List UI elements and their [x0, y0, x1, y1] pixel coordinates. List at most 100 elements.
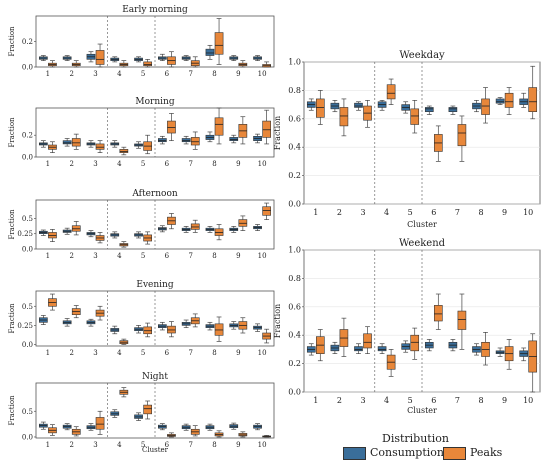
xtick-label-night-6: 6	[165, 441, 170, 449]
peaks-box-night-10	[262, 435, 271, 438]
box-body	[119, 149, 129, 153]
consumption-box-weekday-1	[306, 98, 316, 111]
ytick-label-evening-2: 0.5	[22, 303, 33, 311]
xtick-label-evening-4: 4	[117, 349, 122, 357]
xtick-label-afternoon-1: 1	[46, 252, 50, 260]
consumption-box-early-morning-4	[110, 56, 120, 63]
box-body	[481, 98, 490, 115]
consumption-box-evening-6	[158, 321, 167, 331]
peaks-box-weekend-6	[433, 293, 443, 330]
ytick-label-weekend-1: 0.2	[288, 359, 301, 368]
xtick-label-evening-9: 9	[236, 349, 240, 357]
legend: Distribution Consumption Peaks	[320, 432, 550, 467]
consumption-box-weekend-9	[495, 347, 505, 357]
xtick-label-morning-5: 5	[141, 160, 145, 168]
panel-title-morning: Morning	[135, 97, 174, 107]
consumption-box-weekday-7	[448, 105, 458, 115]
box-body	[190, 137, 200, 146]
xtick-label-afternoon-4: 4	[117, 252, 122, 260]
consumption-box-weekend-5	[401, 340, 410, 353]
panel-title-night: Night	[142, 372, 168, 382]
consumption-box-evening-9	[229, 321, 239, 330]
peaks-box-afternoon-6	[167, 213, 176, 230]
box-body	[95, 417, 105, 430]
peaks-box-evening-7	[190, 313, 200, 328]
xtick-label-morning-4: 4	[117, 160, 122, 168]
peaks-box-morning-2	[71, 133, 81, 150]
xtick-label-night-1: 1	[46, 441, 50, 449]
legend-swatch-peaks	[443, 447, 466, 460]
consumption-box-weekday-10	[519, 92, 529, 108]
consumption-box-night-4	[110, 409, 120, 418]
legend-label-consumption: Consumption	[370, 446, 444, 459]
ylabel-early-morning: Fraction	[8, 26, 16, 57]
xtick-label-weekend-5: 5	[408, 396, 413, 405]
peaks-box-night-1	[48, 424, 57, 436]
consumption-box-morning-10	[253, 133, 262, 144]
xtick-label-afternoon-5: 5	[141, 252, 145, 260]
xtick-label-night-2: 2	[69, 441, 73, 449]
panel-title-afternoon: Afternoon	[131, 189, 178, 199]
xtick-label-weekday-1: 1	[313, 208, 318, 217]
consumption-box-evening-3	[86, 318, 96, 327]
consumption-box-early-morning-10	[253, 55, 262, 61]
peaks-box-evening-6	[167, 321, 176, 338]
xtick-label-weekend-8: 8	[478, 396, 483, 405]
box-body	[143, 61, 152, 67]
consumption-box-afternoon-7	[181, 225, 191, 233]
box-body	[457, 124, 467, 147]
ytick-label-early-morning-0: 0.0	[22, 64, 33, 72]
box-body	[262, 206, 271, 216]
peaks-box-night-4	[119, 387, 129, 398]
legend-label-peaks: Peaks	[470, 446, 503, 459]
consumption-box-weekday-5	[401, 101, 410, 114]
ylabel-evening: Fraction	[8, 303, 16, 334]
box-body	[377, 346, 387, 352]
peaks-box-night-2	[71, 426, 81, 437]
peaks-box-morning-5	[143, 134, 152, 155]
consumption-box-night-6	[158, 423, 167, 431]
peaks-box-weekday-9	[504, 87, 514, 115]
peaks-box-weekday-10	[528, 65, 538, 120]
ylabel-night: Fraction	[8, 395, 16, 426]
peaks-box-weekday-6	[433, 125, 443, 162]
ytick-label-evening-0: 0.0	[22, 341, 33, 349]
xtick-label-afternoon-3: 3	[93, 252, 97, 260]
peaks-box-early-morning-4	[119, 60, 129, 68]
xtick-label-night-5: 5	[141, 441, 145, 449]
peaks-box-early-morning-6	[167, 51, 176, 68]
box-body	[339, 107, 349, 127]
peaks-box-morning-8	[214, 107, 224, 145]
box-body	[354, 346, 363, 352]
consumption-box-evening-4	[110, 325, 120, 335]
ytick-label-early-morning-1: 0.2	[22, 38, 33, 46]
xtick-label-weekday-9: 9	[502, 208, 507, 217]
xtick-label-night-7: 7	[188, 441, 192, 449]
consumption-box-afternoon-1	[39, 229, 48, 236]
peaks-box-afternoon-3	[95, 232, 105, 244]
panel-title-early-morning: Early morning	[122, 5, 188, 15]
xtick-label-night-9: 9	[236, 441, 240, 449]
consumption-box-early-morning-8	[205, 44, 215, 60]
box-body	[410, 108, 420, 125]
consumption-box-evening-2	[62, 318, 72, 327]
box-body	[167, 120, 176, 134]
panel-title-weekend: Weekend	[399, 238, 446, 249]
peaks-box-morning-10	[262, 109, 271, 145]
peaks-box-weekday-7	[457, 115, 467, 162]
consumption-box-afternoon-6	[158, 225, 167, 233]
box-body	[229, 137, 239, 141]
consumption-box-morning-6	[158, 135, 167, 145]
ylabel-weekend: Fraction	[273, 304, 282, 338]
peaks-box-night-7	[190, 425, 200, 437]
ytick-label-morning-0: 0.0	[22, 154, 33, 162]
xtick-label-early-morning-4: 4	[117, 70, 122, 78]
xtick-label-evening-8: 8	[212, 349, 216, 357]
xtick-label-afternoon-10: 10	[258, 252, 267, 260]
xtick-label-early-morning-9: 9	[236, 70, 240, 78]
peaks-box-afternoon-4	[119, 241, 129, 248]
consumption-box-early-morning-9	[229, 55, 239, 61]
xtick-label-afternoon-8: 8	[212, 252, 216, 260]
box-body	[143, 404, 152, 415]
peaks-box-afternoon-8	[214, 224, 224, 241]
